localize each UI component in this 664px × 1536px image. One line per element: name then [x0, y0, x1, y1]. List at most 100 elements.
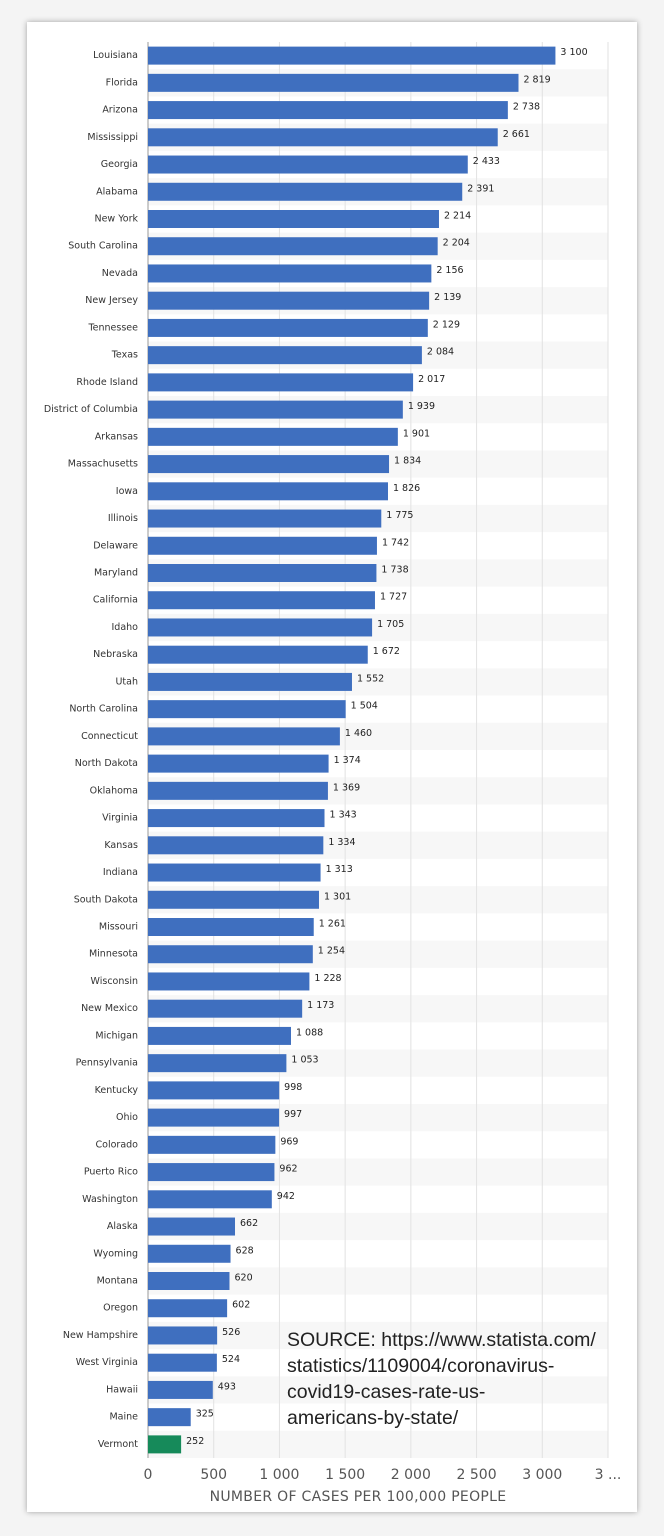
source-annotation: statistics/1109004/coronavirus-	[287, 1355, 554, 1377]
value-label: 524	[222, 1354, 240, 1365]
bar	[148, 727, 340, 746]
bar	[148, 1217, 236, 1236]
bar	[148, 291, 430, 310]
bar	[148, 182, 463, 201]
value-label: 526	[222, 1327, 240, 1338]
y-tick-label: Hawaii	[106, 1384, 138, 1395]
value-label: 969	[280, 1136, 298, 1147]
bar	[148, 809, 325, 828]
bar	[148, 836, 324, 855]
y-tick-label: Pennsylvania	[76, 1058, 138, 1069]
y-tick-label: Colorado	[96, 1139, 139, 1150]
source-annotation: SOURCE: https://www.statista.com/	[287, 1329, 596, 1351]
value-label: 1 053	[291, 1055, 318, 1066]
y-tick-label: Alabama	[96, 186, 138, 197]
bar	[148, 400, 403, 419]
bar	[148, 999, 303, 1018]
bar	[148, 73, 519, 92]
value-label: 2 017	[418, 374, 445, 385]
y-tick-label: Maryland	[94, 568, 138, 579]
value-label: 2 129	[433, 319, 460, 330]
y-tick-label: Vermont	[98, 1439, 138, 1450]
bar	[148, 210, 439, 228]
value-label: 628	[236, 1245, 254, 1256]
value-label: 3 100	[560, 47, 587, 58]
value-label: 1 939	[408, 401, 435, 412]
value-label: 997	[284, 1109, 302, 1120]
y-tick-label: Nevada	[102, 268, 138, 279]
value-label: 2 156	[436, 265, 463, 276]
bar	[148, 1380, 213, 1399]
x-tick-label: 3 000	[522, 1467, 562, 1483]
bar	[148, 945, 313, 964]
bars: Louisiana 3 100 Florida 2 819 Arizona 2 738 Mi…	[44, 46, 588, 1454]
y-tick-label: Missouri	[99, 922, 138, 933]
value-label: 1 504	[351, 701, 378, 712]
y-tick-label: Arizona	[102, 105, 138, 116]
y-tick-label: New York	[94, 214, 138, 225]
value-label: 662	[240, 1218, 258, 1229]
x-tick-label: 500	[200, 1467, 227, 1483]
bar	[148, 264, 432, 283]
y-tick-label: Illinois	[108, 513, 138, 524]
bar	[148, 564, 377, 582]
value-label: 493	[218, 1381, 236, 1392]
y-tick-label: District of Columbia	[44, 404, 138, 415]
y-tick-label: Louisiana	[93, 50, 138, 61]
bar	[148, 918, 314, 936]
value-label: 1 552	[357, 673, 384, 684]
value-label: 2 084	[427, 347, 454, 358]
value-label: 2 391	[467, 183, 494, 194]
bar	[148, 1190, 272, 1209]
bar	[148, 700, 346, 719]
y-tick-label: Florida	[106, 77, 138, 88]
bar	[148, 645, 368, 664]
source-annotation: americans-by-state/	[287, 1407, 459, 1429]
value-label: 1 374	[334, 755, 361, 766]
y-tick-label: Montana	[97, 1276, 138, 1287]
y-tick-label: Mississippi	[87, 132, 138, 143]
bar	[148, 318, 428, 337]
value-label: 2 819	[523, 74, 550, 85]
y-tick-label: Massachusetts	[68, 459, 138, 470]
bar	[148, 618, 373, 637]
value-label: 1 088	[296, 1027, 323, 1038]
value-label: 1 369	[333, 782, 360, 793]
y-tick-label: Utah	[115, 676, 138, 687]
value-label: 325	[196, 1409, 214, 1420]
bar	[148, 863, 321, 882]
bar	[148, 427, 398, 446]
bar	[148, 591, 375, 610]
bar	[148, 1026, 291, 1045]
y-tick-label: Tennessee	[87, 322, 138, 333]
bar	[148, 373, 414, 392]
value-label: 2 433	[473, 156, 500, 167]
bar	[148, 1135, 276, 1154]
bar	[148, 455, 390, 474]
bar	[148, 890, 319, 909]
y-tick-label: Michigan	[95, 1030, 138, 1041]
value-label: 1 254	[318, 946, 345, 957]
bar	[148, 1353, 217, 1372]
x-tick-label: 1 500	[325, 1467, 365, 1483]
value-label: 2 214	[444, 211, 471, 222]
value-label: 962	[279, 1164, 297, 1175]
y-tick-label: New Mexico	[81, 1003, 138, 1014]
y-tick-label: Wisconsin	[91, 976, 138, 987]
value-label: 1 742	[382, 537, 409, 548]
bar	[148, 509, 382, 528]
bar	[148, 1299, 228, 1318]
bar	[148, 1326, 218, 1345]
bar	[148, 482, 388, 501]
y-tick-label: South Dakota	[74, 894, 138, 905]
y-tick-label: Washington	[82, 1194, 138, 1205]
bar	[148, 1163, 275, 1182]
y-tick-label: New Hampshire	[63, 1330, 138, 1341]
y-tick-label: North Dakota	[75, 758, 138, 769]
value-label: 1 775	[386, 510, 413, 521]
bar	[148, 346, 422, 365]
y-tick-label: Connecticut	[81, 731, 138, 742]
value-label: 1 826	[393, 483, 420, 494]
value-label: 1 460	[345, 728, 372, 739]
value-label: 998	[284, 1082, 302, 1093]
